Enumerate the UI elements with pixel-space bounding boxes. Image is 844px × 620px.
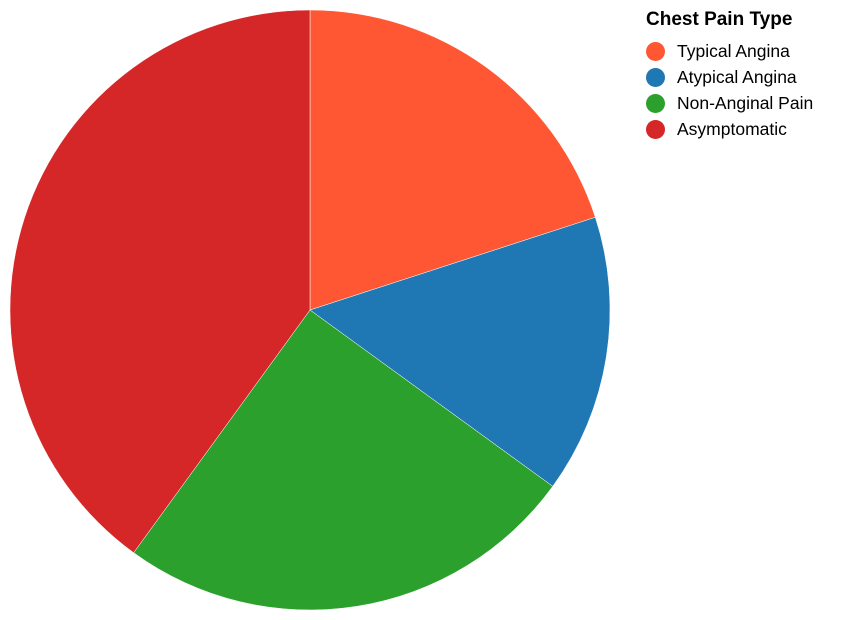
pie-slices xyxy=(9,9,611,611)
legend-item-non-anginal-pain: Non-Anginal Pain xyxy=(646,90,841,116)
legend-swatch-typical-angina xyxy=(646,41,665,61)
legend-label-asymptomatic: Asymptomatic xyxy=(677,118,787,139)
legend-swatch-atypical-angina xyxy=(646,67,665,87)
legend-title: Chest Pain Type xyxy=(646,9,793,30)
legend-label-atypical-angina: Atypical Angina xyxy=(677,66,797,87)
pie-slice-typical-angina xyxy=(309,9,596,311)
legend-swatch-asymptomatic xyxy=(646,119,665,139)
legend-item-typical-angina: Typical Angina xyxy=(646,38,841,64)
pie-slice-non-anginal-pain xyxy=(133,309,554,611)
legend-item-asymptomatic: Asymptomatic xyxy=(646,116,841,142)
legend-swatch-non-anginal-pain xyxy=(646,93,665,113)
legend-label-typical-angina: Typical Angina xyxy=(677,40,790,61)
legend-item-atypical-angina: Atypical Angina xyxy=(646,64,841,90)
pie-slice-asymptomatic xyxy=(9,9,311,554)
legend: Chest Pain Type Typical Angina Atypical … xyxy=(646,9,841,142)
legend-label-non-anginal-pain: Non-Anginal Pain xyxy=(677,92,814,113)
pie-slice-atypical-angina xyxy=(309,216,611,487)
